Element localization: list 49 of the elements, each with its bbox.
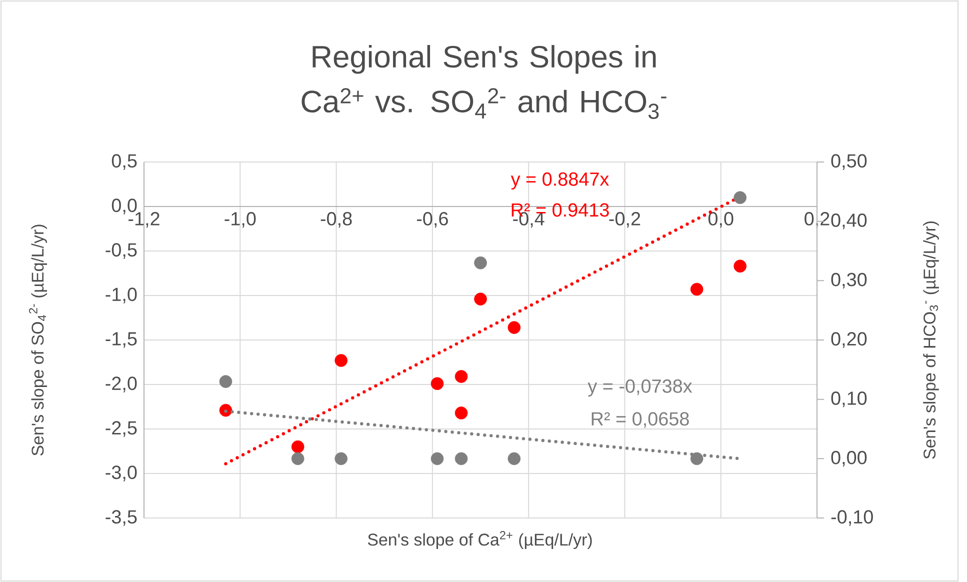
- annotation: R² = 0,0658: [592, 412, 689, 428]
- point: [219, 375, 232, 388]
- point: [690, 282, 704, 296]
- point: [508, 452, 521, 466]
- y-tick-label: 0,0: [112, 198, 137, 214]
- annotation: y = -0,0738x: [588, 379, 692, 397]
- y2-tick-label: -0,10: [831, 510, 873, 526]
- chart-title: Regional Sen's Slopes in Ca$^{2+}$ vs. SO$_{4}$$^{2-}$ and HCO$_{3}$-: [302, 44, 666, 119]
- point: [454, 406, 468, 420]
- y-tick-label: -1,0: [106, 288, 137, 304]
- y2-tick-label: 0,30: [831, 272, 867, 288]
- y2-tick-label: 0,10: [831, 392, 867, 408]
- point: [430, 452, 444, 466]
- y-tick-label: -3,0: [106, 466, 137, 482]
- point: [291, 452, 304, 466]
- y2-axis-title: Sen's slope of HCO$_{3}$$^{-}$ (µEq/L/yr): [923, 221, 939, 459]
- x-tick-label: -1,0: [224, 212, 256, 228]
- x-tick-label: 0,2: [804, 212, 830, 228]
- y-tick-label: 0,5: [112, 154, 137, 170]
- point: [291, 440, 304, 454]
- y-tick-label: -3,5: [106, 510, 137, 526]
- y-tick-label: -0,5: [106, 243, 137, 259]
- x-tick-label: 0,0: [708, 212, 734, 228]
- point: [454, 452, 468, 466]
- y-tick-label: -2,0: [106, 376, 137, 392]
- x-tick-label: -0,2: [609, 212, 640, 228]
- annotation: y = 0.8847x: [510, 172, 609, 190]
- x-axis-title: Sen's slope of Ca$^{2+}$ (µEq/L/yr): [368, 530, 592, 550]
- point: [734, 191, 746, 204]
- y-tick-label: -1,5: [106, 332, 137, 348]
- x-tick-label: -0,8: [320, 212, 352, 228]
- point: [474, 292, 487, 306]
- y-axis-title: Sen's slope of SO$_{4}$$^{2-}$ (µEq/L/yr): [28, 224, 48, 456]
- y-tick-label: -2,5: [106, 421, 137, 437]
- y2-tick-label: 0,20: [831, 332, 867, 348]
- point: [219, 404, 232, 417]
- point: [474, 256, 487, 270]
- point: [334, 452, 348, 466]
- point: [334, 354, 348, 367]
- point: [690, 452, 704, 466]
- y2-tick-label: 0,50: [831, 154, 867, 170]
- point: [430, 377, 444, 390]
- point: [734, 260, 746, 273]
- y2-tick-label: 0,00: [831, 450, 867, 466]
- x-tick-label: -0,6: [416, 212, 448, 228]
- x-tick-label: -1,2: [128, 212, 160, 228]
- point: [508, 321, 521, 334]
- point: [454, 370, 468, 383]
- y2-tick-label: 0,40: [831, 214, 867, 230]
